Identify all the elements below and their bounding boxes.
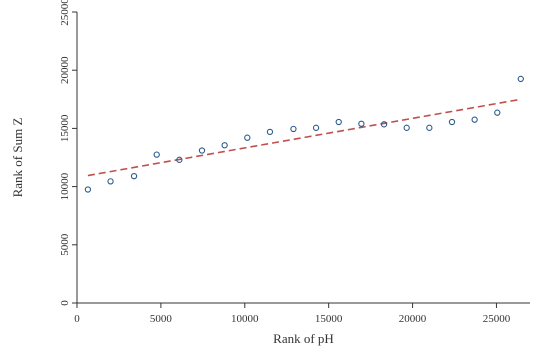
- x-tick-label: 0: [74, 313, 80, 325]
- data-point: [312, 124, 320, 131]
- data-point: [517, 75, 524, 83]
- data-point: [380, 121, 388, 128]
- data-point: [176, 156, 183, 163]
- x-tick-label: 5000: [150, 313, 173, 325]
- data-point: [426, 124, 433, 131]
- data-point: [494, 109, 501, 116]
- data-point: [471, 116, 478, 123]
- y-tick-label: 20000: [59, 56, 71, 84]
- data-point: [335, 118, 342, 126]
- data-point: [244, 134, 251, 141]
- data-point: [448, 118, 456, 126]
- axes: 0 5000 10000 15000 20000 25000 0 5000 10000 15000…: [59, 0, 530, 325]
- data-point: [358, 120, 365, 127]
- data-point: [84, 186, 92, 193]
- x-axis-title: Rank of pH: [273, 331, 334, 346]
- data-point: [130, 172, 138, 180]
- x-tick-label: 20000: [399, 313, 427, 325]
- fit-line-layer: [87, 98, 521, 177]
- data-point: [403, 124, 410, 131]
- data-point: [198, 147, 206, 154]
- points-layer: [84, 75, 524, 193]
- y-axis-title: Rank of Sum Z: [10, 118, 25, 198]
- data-point: [153, 151, 160, 158]
- y-tick-label: 15000: [59, 114, 71, 142]
- data-point: [266, 128, 274, 136]
- x-tick-label: 25000: [483, 313, 511, 325]
- data-point: [221, 142, 228, 149]
- x-tick-label: 15000: [315, 313, 343, 325]
- y-tick-label: 10000: [59, 172, 71, 200]
- data-point: [290, 125, 297, 133]
- fit-line: [87, 98, 521, 177]
- y-tick-label: 0: [59, 300, 71, 306]
- data-point: [107, 178, 114, 185]
- y-tick-label: 25000: [59, 0, 71, 26]
- x-tick-label: 10000: [231, 313, 259, 325]
- y-tick-label: 5000: [59, 233, 71, 256]
